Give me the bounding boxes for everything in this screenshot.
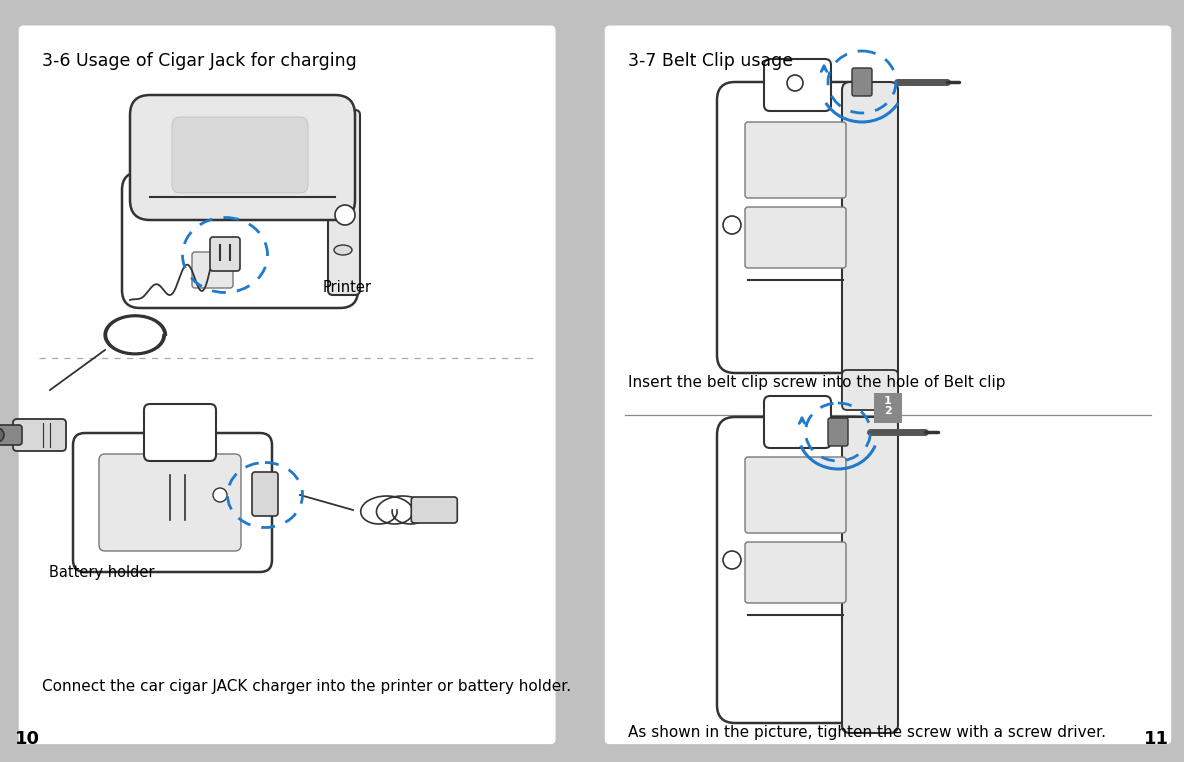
FancyBboxPatch shape [99, 454, 242, 551]
Text: 11: 11 [1144, 730, 1169, 748]
FancyBboxPatch shape [73, 433, 272, 572]
FancyBboxPatch shape [210, 237, 240, 271]
FancyBboxPatch shape [144, 404, 215, 461]
FancyBboxPatch shape [745, 122, 847, 198]
Ellipse shape [334, 245, 352, 255]
FancyBboxPatch shape [718, 417, 873, 723]
FancyBboxPatch shape [842, 417, 897, 733]
FancyBboxPatch shape [122, 172, 358, 308]
FancyBboxPatch shape [764, 396, 831, 448]
FancyBboxPatch shape [828, 418, 848, 446]
Text: 1: 1 [884, 396, 892, 406]
Circle shape [723, 216, 741, 234]
FancyBboxPatch shape [852, 68, 871, 96]
Text: 3-7 Belt Clip usage: 3-7 Belt Clip usage [628, 53, 793, 70]
Circle shape [787, 75, 803, 91]
Text: Printer: Printer [323, 280, 372, 295]
FancyBboxPatch shape [13, 419, 66, 451]
Text: Battery holder: Battery holder [49, 565, 154, 580]
FancyBboxPatch shape [764, 59, 831, 111]
FancyBboxPatch shape [130, 95, 355, 220]
Text: 10: 10 [15, 730, 40, 748]
Text: 3-6 Usage of Cigar Jack for charging: 3-6 Usage of Cigar Jack for charging [41, 53, 356, 70]
Circle shape [213, 488, 227, 502]
Text: Insert the belt clip screw into the hole of Belt clip: Insert the belt clip screw into the hole… [628, 375, 1005, 390]
FancyBboxPatch shape [745, 542, 847, 603]
FancyBboxPatch shape [718, 82, 873, 373]
FancyBboxPatch shape [745, 207, 847, 268]
FancyBboxPatch shape [411, 497, 457, 523]
FancyBboxPatch shape [328, 110, 360, 295]
FancyBboxPatch shape [605, 25, 1171, 744]
Circle shape [335, 205, 355, 225]
Circle shape [723, 551, 741, 569]
Text: 2: 2 [884, 406, 892, 416]
FancyBboxPatch shape [842, 82, 897, 408]
FancyBboxPatch shape [874, 393, 902, 423]
FancyBboxPatch shape [0, 425, 22, 445]
Circle shape [0, 428, 4, 442]
FancyBboxPatch shape [842, 370, 897, 410]
FancyBboxPatch shape [19, 25, 555, 744]
FancyBboxPatch shape [252, 472, 278, 516]
Text: Connect the car cigar JACK charger into the printer or battery holder.: Connect the car cigar JACK charger into … [41, 679, 571, 694]
FancyBboxPatch shape [172, 117, 308, 193]
Text: As shown in the picture, tighten the screw with a screw driver.: As shown in the picture, tighten the scr… [628, 725, 1106, 740]
FancyBboxPatch shape [745, 457, 847, 533]
FancyBboxPatch shape [192, 252, 233, 288]
